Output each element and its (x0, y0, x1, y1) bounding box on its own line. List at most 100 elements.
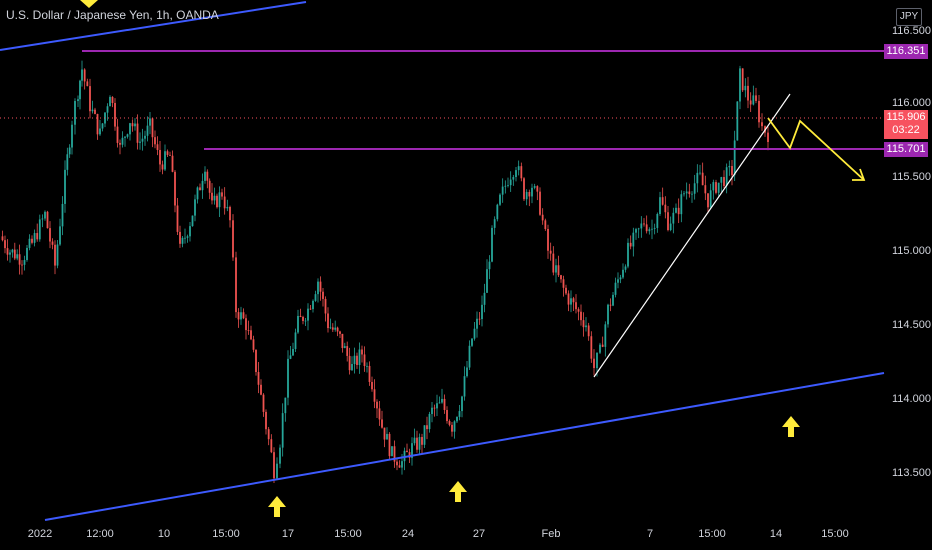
candle-body (741, 68, 744, 91)
candle-body (81, 69, 83, 81)
candle-body (312, 300, 314, 310)
candle-body (572, 298, 575, 303)
candle-body (552, 253, 555, 273)
candle-body (436, 403, 438, 409)
candle-body (358, 349, 361, 365)
candle-body (381, 419, 383, 428)
candle-body (632, 232, 635, 247)
candle-body (585, 325, 587, 328)
candle-body (383, 427, 386, 440)
candle-body (533, 186, 536, 188)
candle-body (458, 411, 461, 417)
candle-body (483, 292, 486, 305)
candle-body (446, 409, 448, 422)
candle-body (411, 443, 413, 458)
candle-body (334, 327, 337, 330)
candle-body (701, 172, 704, 186)
candle-body (267, 429, 270, 440)
candle-body (83, 69, 86, 82)
candle-body (653, 227, 656, 229)
candle-body (119, 142, 121, 145)
candle-body (237, 312, 240, 320)
candle-body (672, 212, 675, 224)
candle-body (704, 185, 707, 194)
x-tick: 15:00 (334, 528, 362, 540)
candle-body (536, 186, 539, 192)
x-tick: 14 (769, 528, 783, 540)
x-tick: 15:00 (698, 528, 726, 540)
candle-body (89, 86, 91, 112)
candle-body (116, 126, 119, 143)
candle-body (41, 218, 44, 220)
candle-body (758, 100, 760, 123)
candle-body (4, 240, 6, 249)
candle-body (528, 191, 531, 197)
y-tick: 115.000 (892, 245, 931, 257)
trendline-lower[interactable] (44, 372, 885, 521)
candle-body (421, 437, 423, 445)
candle-body (329, 327, 332, 329)
candle-body (314, 294, 317, 301)
candle-body (426, 425, 428, 430)
candle-body (520, 166, 523, 179)
candle-body (755, 95, 757, 101)
candle-body (199, 187, 201, 191)
candle-body (664, 204, 667, 213)
current-price-label: 115.906 03:22 (884, 110, 928, 139)
candle-body (331, 327, 334, 330)
x-tick: 7 (646, 528, 654, 540)
candle-body (393, 446, 396, 462)
candle-body (131, 123, 134, 127)
candle-body (712, 182, 715, 191)
candle-body (1, 236, 4, 241)
candle-body (567, 293, 570, 305)
candle-body (16, 254, 19, 259)
candle-body (317, 281, 319, 295)
candle-body (71, 124, 73, 148)
candle-body (252, 339, 255, 350)
trendline-rising[interactable] (593, 93, 791, 378)
candle-body (651, 228, 653, 230)
candle-body (661, 197, 664, 205)
candle-body (297, 315, 299, 333)
candle-body (622, 269, 624, 278)
candle-body (86, 81, 89, 87)
candle-body (736, 101, 739, 141)
candle-body (223, 196, 226, 209)
candle-body (304, 320, 307, 322)
candle-body (294, 332, 297, 349)
candle-body (461, 396, 463, 412)
up-arrow-3 (782, 416, 800, 437)
candle-body (59, 226, 61, 245)
candle-body (629, 242, 632, 247)
candle-body (255, 349, 257, 373)
candle-body (645, 224, 648, 232)
candle-body (688, 191, 691, 195)
candle-body (77, 99, 79, 102)
candle-body (341, 333, 344, 348)
currency-badge[interactable]: JPY (896, 8, 922, 26)
candle-body (549, 250, 552, 254)
candle-body (257, 372, 260, 385)
candle-body (287, 358, 289, 398)
candle-body (433, 407, 436, 409)
candle-body (327, 313, 329, 329)
candle-body (91, 109, 94, 112)
candle-body (299, 315, 302, 317)
candle-body (376, 401, 378, 409)
level-label-lower: 115.701 (884, 142, 928, 157)
projection-path[interactable] (767, 117, 865, 181)
candle-body (448, 421, 451, 425)
candle-body (94, 109, 96, 114)
candle-body (720, 177, 723, 183)
candle-body (570, 298, 572, 305)
trendline-upper[interactable] (0, 1, 307, 51)
candle-body (744, 85, 747, 91)
candle-body (221, 192, 223, 197)
candle-body (101, 123, 104, 129)
candle-body (284, 397, 287, 414)
candle-body (587, 325, 590, 337)
candle-body (51, 241, 54, 245)
candle-body (319, 281, 322, 292)
